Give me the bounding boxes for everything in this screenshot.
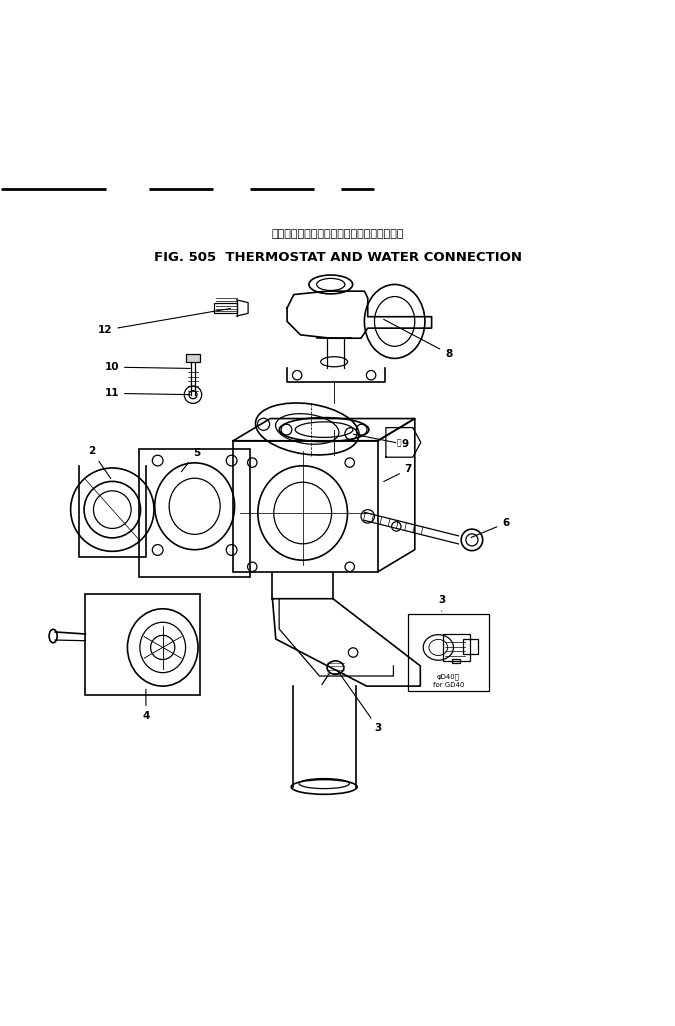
Bar (443, 634, 470, 661)
Text: 3: 3 (337, 670, 382, 734)
Text: 9: 9 (354, 434, 408, 449)
Text: 10: 10 (105, 362, 190, 372)
Text: φD40用: φD40用 (437, 673, 460, 679)
Text: 3: 3 (438, 595, 446, 611)
Bar (463, 639, 478, 655)
Bar (139, 449, 250, 577)
Text: サーモスタットおよびウォータコネクション: サーモスタットおよびウォータコネクション (271, 229, 404, 239)
Text: for GD40: for GD40 (433, 682, 464, 688)
Text: 8: 8 (383, 319, 452, 359)
Bar (186, 354, 200, 362)
Text: 5: 5 (182, 447, 200, 472)
Text: 12: 12 (98, 309, 231, 336)
Bar (452, 659, 460, 663)
Bar (86, 594, 200, 695)
Text: 11: 11 (105, 389, 190, 398)
Text: 7: 7 (383, 465, 412, 481)
Bar (215, 303, 237, 313)
Bar (408, 614, 489, 692)
Bar (234, 441, 378, 571)
Text: 6: 6 (471, 518, 510, 538)
Text: FIG. 505  THERMOSTAT AND WATER CONNECTION: FIG. 505 THERMOSTAT AND WATER CONNECTION (153, 251, 522, 264)
Text: 方: 方 (397, 438, 402, 447)
Text: 2: 2 (88, 446, 111, 478)
Text: 4: 4 (142, 689, 150, 721)
